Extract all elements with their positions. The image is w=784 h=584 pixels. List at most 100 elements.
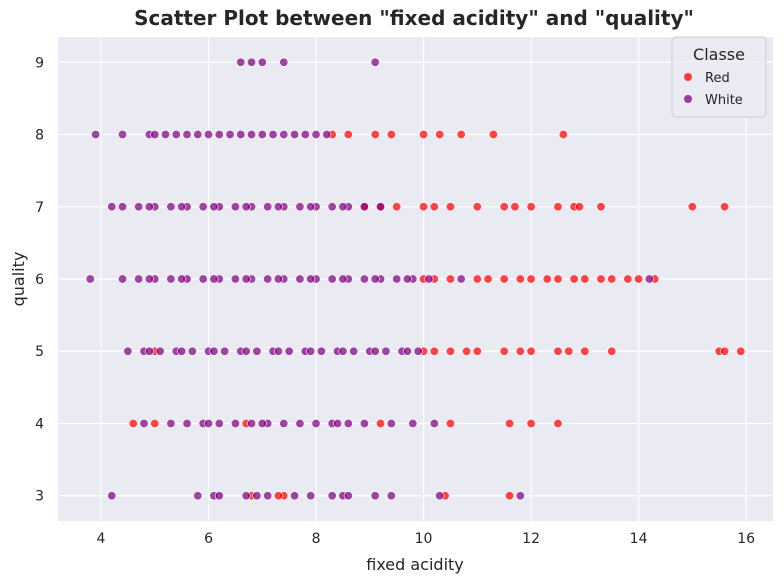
data-point-white (134, 274, 144, 284)
x-tick-label: 10 (415, 531, 433, 547)
data-point-white (166, 418, 176, 428)
data-point-white (343, 491, 353, 501)
data-point-white (236, 130, 246, 140)
data-point-red (445, 202, 455, 212)
data-point-white (220, 346, 230, 356)
data-point-red (472, 346, 482, 356)
data-point-red (392, 202, 402, 212)
data-point-white (295, 418, 305, 428)
data-point-white (273, 274, 283, 284)
data-point-white (263, 491, 273, 501)
data-point-white (306, 346, 316, 356)
legend-marker-white (684, 95, 692, 103)
data-point-white (392, 274, 402, 284)
data-point-white (198, 274, 208, 284)
data-point-white (413, 346, 423, 356)
data-point-white (306, 274, 316, 284)
data-point-red (510, 202, 520, 212)
data-point-white (241, 491, 251, 501)
data-point-white (343, 418, 353, 428)
data-point-white (370, 491, 380, 501)
data-point-red (720, 346, 730, 356)
data-point-white (311, 418, 321, 428)
y-tick-label: 4 (35, 416, 44, 432)
data-point-white (386, 491, 396, 501)
data-point-white (198, 202, 208, 212)
data-point-white (370, 57, 380, 67)
data-point-white (370, 346, 380, 356)
x-tick-label: 12 (522, 531, 540, 547)
data-point-white (402, 346, 412, 356)
data-point-white (370, 274, 380, 284)
data-point-red (456, 130, 466, 140)
data-point-white (177, 274, 187, 284)
data-point-white (402, 274, 412, 284)
y-tick-label: 5 (35, 344, 44, 360)
data-point-white (139, 418, 149, 428)
data-point-white (257, 418, 267, 428)
data-point-red (499, 274, 509, 284)
data-point-white (273, 346, 283, 356)
data-point-white (225, 130, 235, 140)
data-point-white (230, 418, 240, 428)
x-axis-ticks: 4 6 8 10 12 14 16 (97, 531, 756, 547)
legend-marker-red (684, 73, 692, 81)
data-point-white (204, 418, 214, 428)
data-point-white (515, 491, 525, 501)
data-point-white (252, 491, 262, 501)
data-point-white (236, 57, 246, 67)
data-point-white (408, 418, 418, 428)
data-point-red (445, 346, 455, 356)
data-point-white (268, 130, 278, 140)
data-point-white (327, 274, 337, 284)
data-point-red (553, 346, 563, 356)
data-point-white (155, 346, 165, 356)
data-point-white (338, 202, 348, 212)
data-point-white (247, 130, 257, 140)
data-point-white (118, 274, 128, 284)
data-point-white (209, 346, 219, 356)
data-point-red (429, 202, 439, 212)
data-point-white (306, 491, 316, 501)
data-point-white (241, 346, 251, 356)
data-point-red (596, 202, 606, 212)
data-point-red (526, 202, 536, 212)
legend-title: Classe (693, 45, 745, 64)
data-point-red (580, 274, 590, 284)
data-point-red (526, 418, 536, 428)
data-point-red (553, 274, 563, 284)
data-point-red (499, 202, 509, 212)
data-point-white (263, 274, 273, 284)
x-tick-label: 8 (312, 531, 321, 547)
data-point-red (488, 130, 498, 140)
data-point-red (687, 202, 697, 212)
data-point-white (107, 491, 117, 501)
data-point-white (230, 274, 240, 284)
data-point-red (564, 346, 574, 356)
legend-label-red: Red (705, 71, 730, 86)
x-axis-label: fixed acidity (366, 555, 464, 574)
data-point-white (241, 202, 251, 212)
data-point-white (295, 274, 305, 284)
data-point-red (505, 418, 515, 428)
data-point-red (526, 346, 536, 356)
data-point-white (279, 130, 289, 140)
data-point-white (107, 202, 117, 212)
data-point-white (182, 130, 192, 140)
x-tick-label: 6 (204, 531, 213, 547)
data-point-white (230, 202, 240, 212)
data-point-red (542, 274, 552, 284)
data-point-red (634, 274, 644, 284)
y-tick-label: 9 (35, 55, 44, 71)
data-point-red (607, 346, 617, 356)
data-point-red (419, 202, 429, 212)
data-point-white (322, 130, 332, 140)
data-points (85, 57, 746, 501)
data-point-white (150, 130, 160, 140)
data-point-white (306, 202, 316, 212)
x-tick-label: 4 (97, 531, 106, 547)
data-point-white (456, 274, 466, 284)
data-point-white (333, 418, 343, 428)
data-point-red (607, 274, 617, 284)
data-point-white (316, 346, 326, 356)
